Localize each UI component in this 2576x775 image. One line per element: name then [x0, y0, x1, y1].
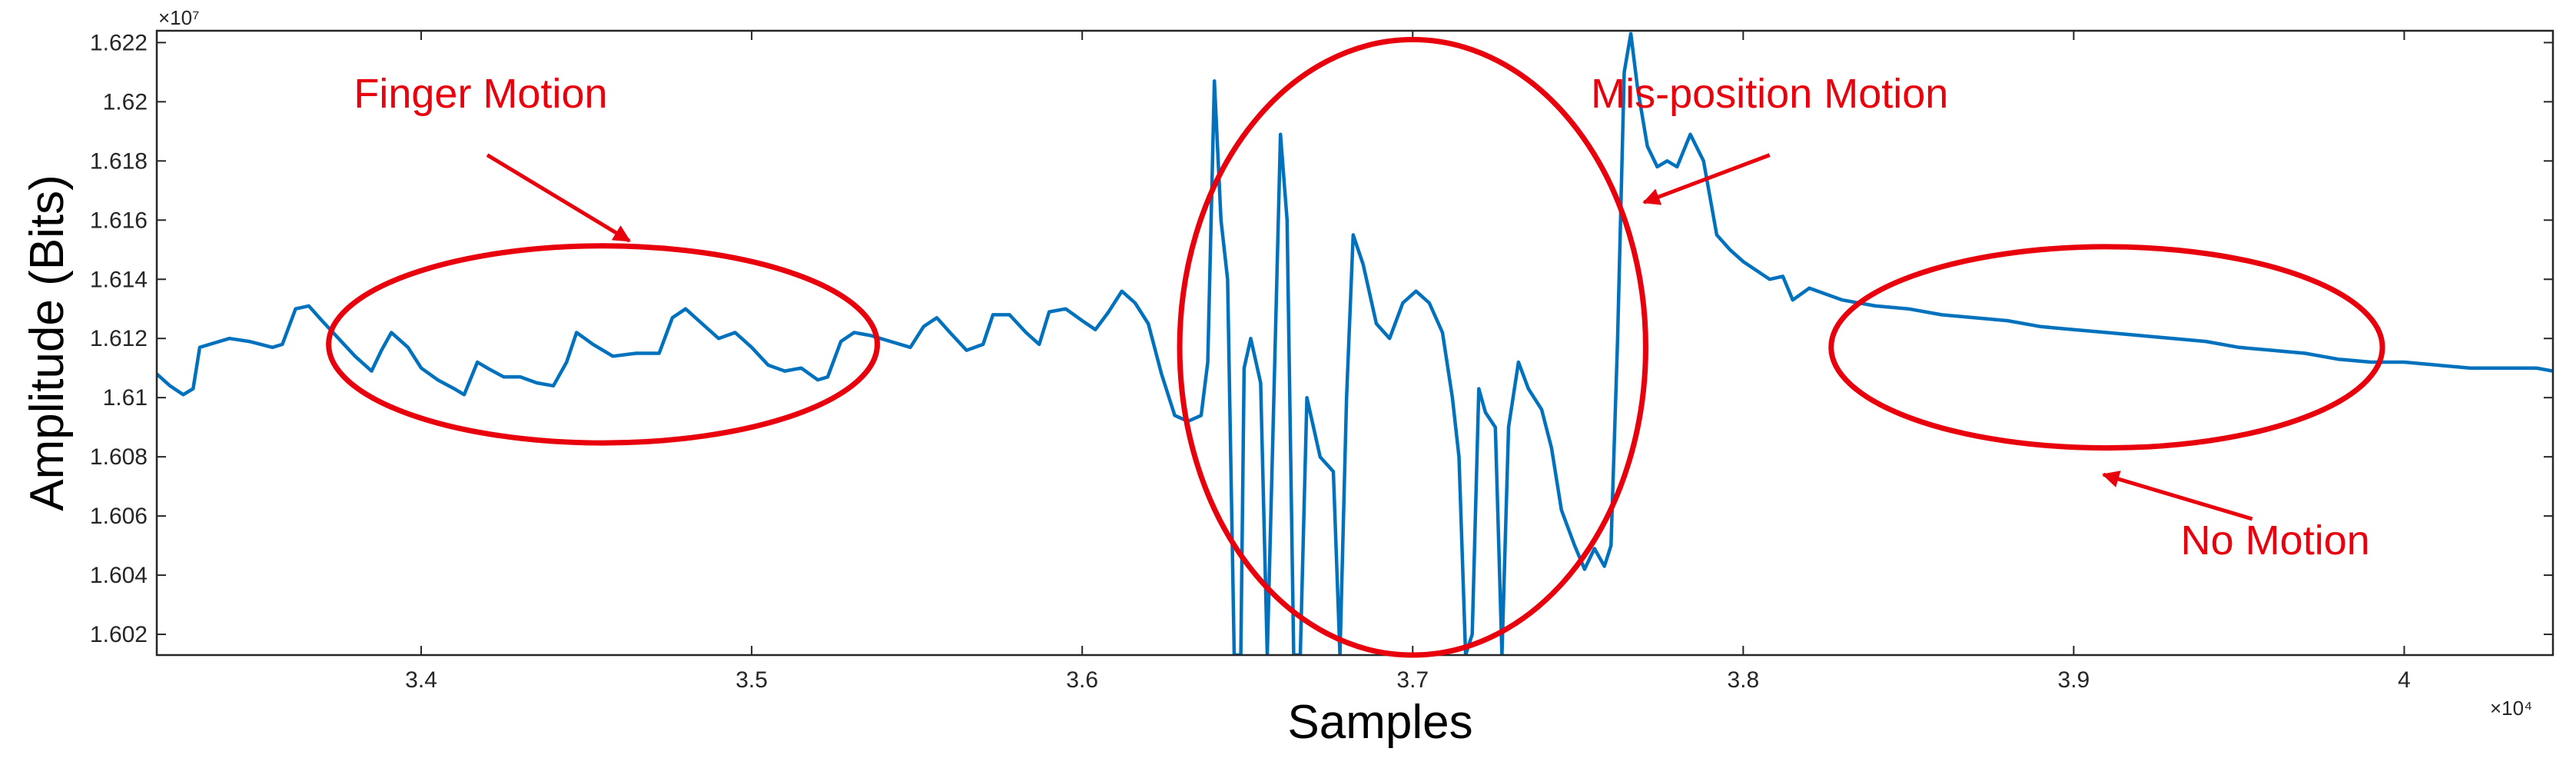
y-tick-label: 1.606	[90, 504, 148, 529]
x-tick-label: 3.6	[1066, 667, 1098, 693]
x-tick-label: 4	[2398, 667, 2411, 693]
x-tick-label: 3.4	[405, 667, 437, 693]
y-tick-label: 1.604	[90, 563, 148, 588]
annotation-arrow	[1642, 153, 1771, 205]
annotation-arrow	[486, 153, 631, 243]
x-tick-label: 3.8	[1727, 667, 1759, 693]
x-tick-label: 3.5	[735, 667, 768, 693]
y-exponent-label: ×10⁷	[158, 6, 200, 29]
annotation-arrow	[2101, 471, 2253, 521]
x-tick-label: 3.7	[1396, 667, 1429, 693]
annotation-ellipse	[326, 243, 881, 446]
y-tick-label: 1.602	[90, 622, 148, 647]
y-tick-label: 1.622	[90, 30, 148, 55]
series-line-0	[157, 32, 2553, 655]
annotation-ellipse	[1828, 244, 2385, 451]
annotation-label: No Motion	[2181, 517, 2370, 564]
y-tick-label: 1.608	[90, 444, 148, 470]
y-tick-label: 1.612	[90, 326, 148, 351]
x-axis-title: Samples	[1287, 696, 1472, 749]
y-tick-label: 1.62	[103, 89, 148, 115]
y-tick-label: 1.61	[103, 385, 148, 411]
x-tick-label: 3.9	[2058, 667, 2090, 693]
annotation-label: Finger Motion	[354, 71, 607, 117]
annotation-ellipse	[1177, 37, 1648, 658]
annotation-label: Mis-position Motion	[1591, 71, 1948, 117]
axes-box	[155, 29, 2554, 657]
y-tick-label: 1.618	[90, 148, 148, 174]
y-axis-title: Amplitude (Bits)	[21, 175, 74, 511]
y-tick-label: 1.616	[90, 208, 148, 233]
x-exponent-label: ×10⁴	[2490, 697, 2532, 720]
plot-area	[157, 31, 2553, 655]
y-tick-label: 1.614	[90, 267, 148, 292]
